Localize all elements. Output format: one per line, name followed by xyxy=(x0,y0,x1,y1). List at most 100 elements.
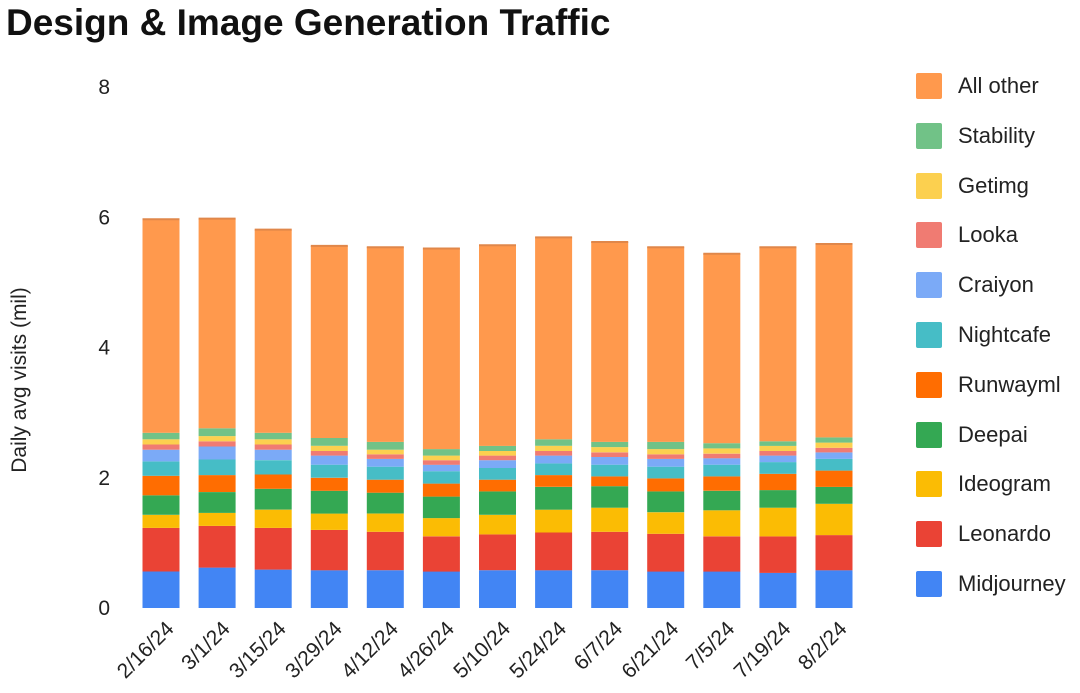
bar-segment-all-other xyxy=(479,245,516,446)
bar-segment-craiyon xyxy=(142,449,180,462)
bar-segment-leonardo xyxy=(479,534,516,571)
bar-segment-getimg xyxy=(535,445,573,451)
x-tick-label: 4/26/24 xyxy=(393,617,459,683)
bar-segment-stability xyxy=(422,449,460,456)
y-tick-label: 2 xyxy=(98,467,110,490)
bar-segment-deepai xyxy=(366,492,404,514)
bar-segment-leonardo xyxy=(142,527,180,572)
bar-segment-looka xyxy=(815,447,853,453)
bar-segment-deepai xyxy=(142,495,180,515)
bar-segment-looka xyxy=(535,451,573,456)
bar-segment-stability xyxy=(591,441,629,448)
bar-segment-all-other xyxy=(647,247,685,442)
bar-segment-getimg xyxy=(759,445,797,451)
bar-segment-ideogram xyxy=(366,513,404,532)
legend-label: Leonardo xyxy=(958,521,1051,547)
bar-segment-ideogram xyxy=(254,509,292,528)
bar-segment-midjourney xyxy=(703,571,741,608)
legend-swatch xyxy=(916,222,942,249)
bar-segment-craiyon xyxy=(535,455,573,464)
bar-segment-leonardo xyxy=(591,531,629,571)
bar-segment-stability xyxy=(479,445,516,451)
legend-swatch xyxy=(916,172,942,199)
bar-segment-looka xyxy=(142,444,180,450)
bar-segment-craiyon xyxy=(310,455,348,465)
y-tick-label: 6 xyxy=(98,206,110,229)
bar-segment-midjourney xyxy=(254,569,292,608)
bar-segment-deepai xyxy=(703,490,741,511)
bar-segment-nightcafe xyxy=(198,459,236,476)
bar-segment-runwayml xyxy=(703,476,741,491)
bar-segment-stability xyxy=(535,439,573,446)
bar-segment-looka xyxy=(366,454,404,459)
y-tick-label: 4 xyxy=(98,337,110,360)
x-tick-label: 3/15/24 xyxy=(225,617,291,683)
bar-segment-craiyon xyxy=(759,455,797,463)
x-tick-label: 6/21/24 xyxy=(617,617,683,683)
bar-segment-stability xyxy=(366,441,404,450)
bar-segment-all-other xyxy=(422,248,460,450)
bar-segment-looka xyxy=(254,444,292,450)
bar-segment-midjourney xyxy=(591,570,629,608)
bar-segment-looka xyxy=(647,454,685,459)
bar-segment-all-other xyxy=(759,247,797,442)
bar-segment-deepai xyxy=(479,491,516,515)
bar-segment-midjourney xyxy=(479,570,516,608)
bar-segment-leonardo xyxy=(310,529,348,571)
bar-segment-craiyon xyxy=(422,464,460,472)
bar-segment-runwayml xyxy=(254,474,292,489)
bar-segment-all-other xyxy=(366,247,404,442)
bar-segment-deepai xyxy=(254,488,292,510)
legend-label: Runwayml xyxy=(958,371,1061,397)
bar-segment-stability xyxy=(198,428,236,437)
bar-segment-all-other xyxy=(310,245,348,438)
legend-swatch xyxy=(916,571,942,597)
bar-segment-nightcafe xyxy=(815,458,853,471)
bar-segment-craiyon xyxy=(591,456,629,465)
bar-segment-craiyon xyxy=(366,458,404,467)
y-tick-label: 0 xyxy=(98,597,110,620)
legend-label: Getimg xyxy=(958,172,1029,198)
bar-segment-looka xyxy=(479,455,516,461)
bar-segment-deepai xyxy=(535,486,573,510)
legend-label: Looka xyxy=(958,222,1018,248)
bar-segment-getimg xyxy=(479,451,516,456)
legend-label: Ideogram xyxy=(958,471,1051,497)
bar-segment-ideogram xyxy=(591,507,629,532)
bar-segment-ideogram xyxy=(647,512,685,534)
bar-segment-getimg xyxy=(254,439,292,445)
legend-swatch xyxy=(916,421,942,448)
bar-segment-all-other xyxy=(142,219,180,433)
bar-segment-getimg xyxy=(198,436,236,442)
bar-segment-getimg xyxy=(142,439,180,445)
bar-segment-looka xyxy=(759,451,797,456)
bar-segment-nightcafe xyxy=(142,461,180,476)
bar-segment-nightcafe xyxy=(535,463,573,476)
bar-segment-leonardo xyxy=(422,536,460,572)
bar-segment-midjourney xyxy=(366,570,404,608)
bar-segment-nightcafe xyxy=(310,464,348,478)
bar-segment-craiyon xyxy=(815,452,853,459)
bar-segment-ideogram xyxy=(142,514,180,528)
bar-segment-midjourney xyxy=(535,570,573,608)
bar-segment-ideogram xyxy=(198,512,236,526)
bar-segment-runwayml xyxy=(142,475,180,496)
bar-segment-looka xyxy=(703,453,741,459)
legend-swatch xyxy=(916,122,942,149)
bar-segment-nightcafe xyxy=(759,462,797,474)
bar-segment-looka xyxy=(310,451,348,456)
bar-segment-runwayml xyxy=(759,473,797,491)
bar-segment-midjourney xyxy=(647,571,685,608)
x-tick-label: 3/29/24 xyxy=(281,617,347,683)
bar-segment-stability xyxy=(310,438,348,446)
x-tick-label: 4/12/24 xyxy=(337,617,403,683)
x-tick-label: 5/24/24 xyxy=(505,617,571,683)
legend-label: Craiyon xyxy=(958,272,1034,298)
bar-segment-getimg xyxy=(366,449,404,455)
bar-segment-runwayml xyxy=(422,483,460,497)
legend-swatch xyxy=(916,322,942,348)
bar-segment-looka xyxy=(422,460,460,465)
bar-segment-getimg xyxy=(310,445,348,451)
bar-segment-getimg xyxy=(815,442,853,448)
bar-segment-ideogram xyxy=(759,507,797,537)
